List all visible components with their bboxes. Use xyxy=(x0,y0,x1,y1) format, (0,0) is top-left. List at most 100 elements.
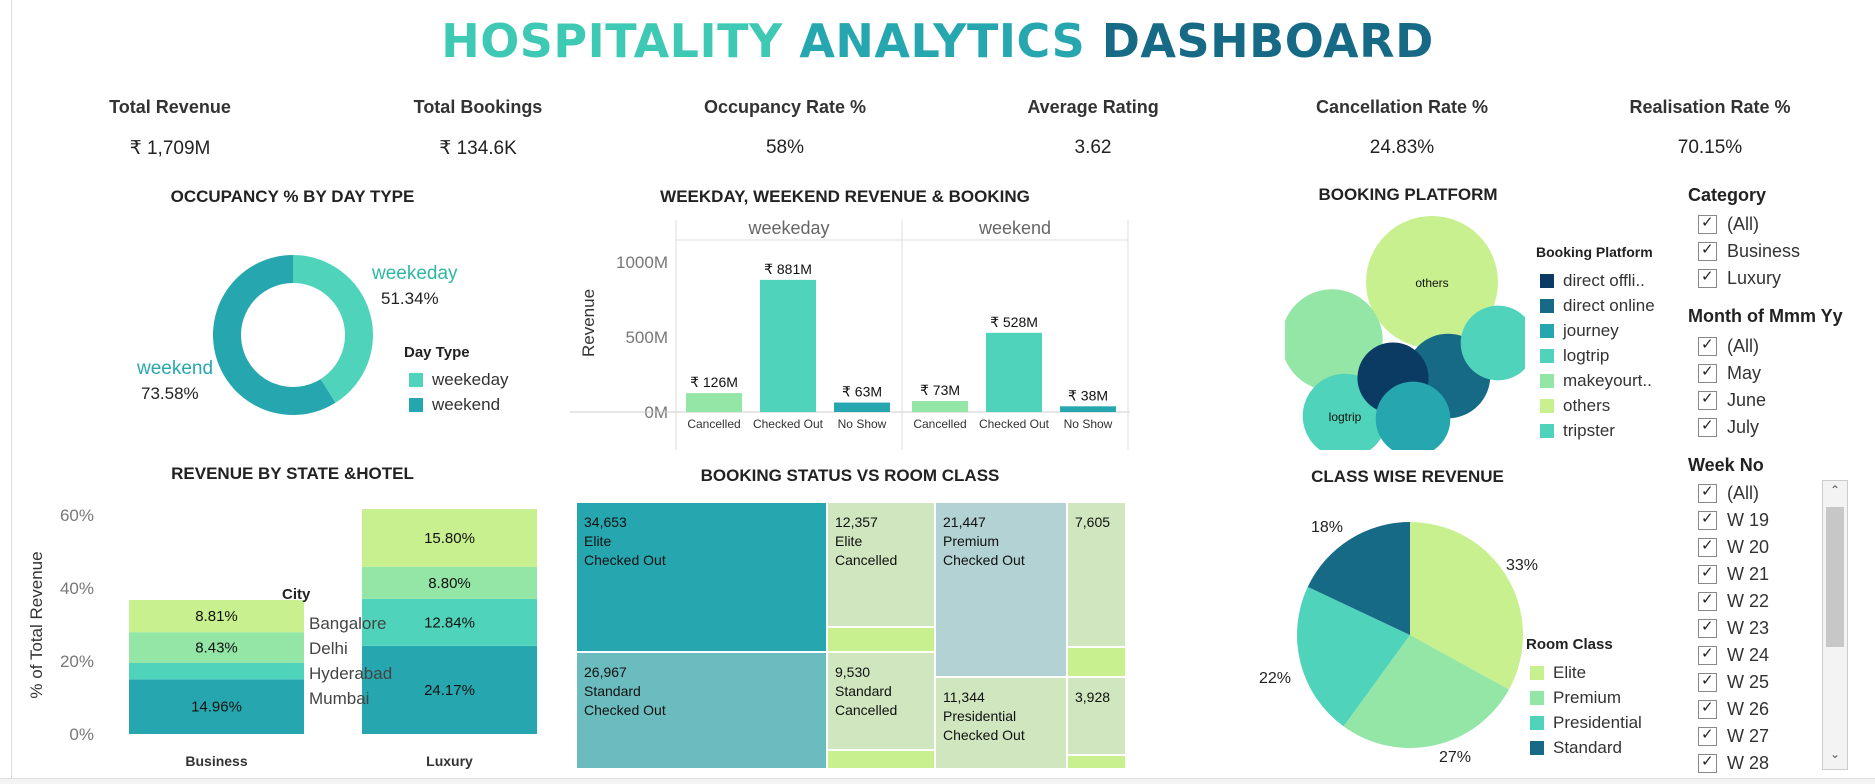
checkbox[interactable] xyxy=(1698,213,1717,234)
month-option[interactable]: May xyxy=(1698,360,1766,387)
week-option[interactable]: W 24 xyxy=(1698,642,1769,669)
donut-slice-weekeday[interactable] xyxy=(293,255,373,403)
week-option[interactable]: W 23 xyxy=(1698,615,1769,642)
week-filter: (All)W 19W 20W 21W 22W 23W 24W 25W 26W 2… xyxy=(1698,480,1769,774)
wkrev-bar[interactable] xyxy=(760,279,816,412)
roomclass-legend-item[interactable]: Standard xyxy=(1530,735,1642,760)
kpi-cancellation-label: Cancellation Rate % xyxy=(1315,97,1489,117)
city-legend-item[interactable]: Mumbai xyxy=(309,689,370,708)
checkbox[interactable] xyxy=(1698,416,1717,437)
week-option[interactable]: W 26 xyxy=(1698,696,1769,723)
stack-segment-delhi[interactable] xyxy=(129,632,304,663)
wkrev-bar[interactable] xyxy=(1060,406,1116,412)
treemap-cell[interactable] xyxy=(828,503,934,626)
wkrev-bar[interactable] xyxy=(986,332,1042,412)
stack-segment-hyderabad[interactable] xyxy=(129,662,304,680)
week-option[interactable]: W 22 xyxy=(1698,588,1769,615)
treemap-cell[interactable] xyxy=(577,503,826,651)
week-option[interactable]: W 21 xyxy=(1698,561,1769,588)
checkbox[interactable] xyxy=(1698,335,1717,356)
week-option[interactable]: W 27 xyxy=(1698,723,1769,750)
week-option[interactable]: W 19 xyxy=(1698,507,1769,534)
roomclass-legend-item[interactable]: Elite xyxy=(1530,660,1642,685)
checkbox[interactable] xyxy=(1698,752,1717,773)
roomclass-legend-item[interactable]: Presidential xyxy=(1530,710,1642,735)
month-option[interactable]: (All) xyxy=(1698,333,1766,360)
pie-slice-premium[interactable] xyxy=(1343,635,1510,748)
checkbox[interactable] xyxy=(1698,240,1717,261)
week-option[interactable]: W 28 xyxy=(1698,750,1769,774)
checkbox[interactable] xyxy=(1698,267,1717,288)
bubble-others[interactable] xyxy=(1366,216,1498,348)
treemap-cell[interactable] xyxy=(828,628,934,651)
month-option[interactable]: July xyxy=(1698,414,1766,441)
wkrev-bar[interactable] xyxy=(834,402,890,412)
checkbox[interactable] xyxy=(1698,698,1717,719)
occupancy-donut xyxy=(212,255,373,415)
checkbox[interactable] xyxy=(1698,644,1717,665)
scroll-up-icon[interactable]: ⌃ xyxy=(1830,483,1841,497)
treemap-cell[interactable] xyxy=(828,653,934,749)
stack-segment-bangalore[interactable] xyxy=(129,600,304,633)
platform-legend-item[interactable]: tripster xyxy=(1540,418,1655,443)
roomclass-legend-item[interactable]: Premium xyxy=(1530,685,1642,710)
bubble-journey[interactable] xyxy=(1375,381,1451,450)
pie-slice-standard[interactable] xyxy=(1307,522,1410,635)
treemap-cell[interactable] xyxy=(1068,678,1125,754)
bubble-makeyourt[interactable] xyxy=(1285,289,1383,391)
treemap-cell[interactable] xyxy=(936,503,1066,676)
stack-segment-mumbai[interactable] xyxy=(362,645,537,734)
checkbox[interactable] xyxy=(1698,563,1717,584)
treemap-cell[interactable] xyxy=(577,653,826,768)
checkbox[interactable] xyxy=(1698,362,1717,383)
checkbox[interactable] xyxy=(1698,725,1717,746)
category-option[interactable]: Business xyxy=(1698,238,1800,265)
platform-legend-item[interactable]: makeyourt.. xyxy=(1540,368,1655,393)
checkbox[interactable] xyxy=(1698,671,1717,692)
week-option[interactable]: (All) xyxy=(1698,480,1769,507)
wkrev-bar[interactable] xyxy=(912,401,968,412)
scroll-thumb[interactable] xyxy=(1826,507,1844,647)
stack-segment-mumbai[interactable] xyxy=(129,679,304,734)
platform-legend-item[interactable]: logtrip xyxy=(1540,343,1655,368)
stack-segment-hyderabad[interactable] xyxy=(362,598,537,646)
platform-legend-item[interactable]: direct offli.. xyxy=(1540,268,1655,293)
treemap-cell[interactable] xyxy=(1068,648,1125,676)
wkrev-bar[interactable] xyxy=(686,393,742,412)
checkbox[interactable] xyxy=(1698,389,1717,410)
stack-segment-bangalore[interactable] xyxy=(362,509,537,567)
checkbox[interactable] xyxy=(1698,509,1717,530)
bubble-tripster[interactable] xyxy=(1460,305,1525,381)
week-filter-scrollbar[interactable]: ⌃ ⌄ xyxy=(1822,480,1848,770)
donut-slice-weekend[interactable] xyxy=(212,255,336,415)
treemap-cell[interactable] xyxy=(1068,756,1125,768)
pie-slice-elite[interactable] xyxy=(1410,522,1523,690)
week-option[interactable]: W 20 xyxy=(1698,534,1769,561)
city-legend-item[interactable]: Hyderabad xyxy=(309,664,393,683)
treemap-cell[interactable] xyxy=(1068,503,1125,646)
checkbox[interactable] xyxy=(1698,482,1717,503)
category-option[interactable]: (All) xyxy=(1698,211,1800,238)
platform-legend-item[interactable]: journey xyxy=(1540,318,1655,343)
city-legend-item[interactable]: Bangalore xyxy=(309,614,387,633)
month-option[interactable]: June xyxy=(1698,387,1766,414)
stack-segment-delhi[interactable] xyxy=(362,566,537,599)
month-filter-title: Month of Mmm Yy xyxy=(1688,306,1843,326)
platform-legend-item[interactable]: others xyxy=(1540,393,1655,418)
checkbox[interactable] xyxy=(1698,617,1717,638)
wkrev-data-label: ₹ 63M xyxy=(842,384,882,400)
platform-legend-item[interactable]: direct online xyxy=(1540,293,1655,318)
checkbox[interactable] xyxy=(1698,536,1717,557)
treemap-cell[interactable] xyxy=(936,678,1066,768)
week-option[interactable]: W 25 xyxy=(1698,669,1769,696)
title-word-2: ANALYTICS xyxy=(799,14,1086,68)
pie-slice-presidential[interactable] xyxy=(1297,586,1410,727)
checkbox[interactable] xyxy=(1698,590,1717,611)
city-legend-item[interactable]: Delhi xyxy=(309,639,348,658)
legend-item-weekend[interactable]: weekend xyxy=(409,392,509,417)
pie-data-label: 18% xyxy=(1311,519,1343,536)
treemap-cell[interactable] xyxy=(828,751,934,768)
scroll-down-icon[interactable]: ⌄ xyxy=(1830,747,1841,761)
legend-item-weekday[interactable]: weekeday xyxy=(409,367,509,392)
category-option[interactable]: Luxury xyxy=(1698,265,1800,292)
